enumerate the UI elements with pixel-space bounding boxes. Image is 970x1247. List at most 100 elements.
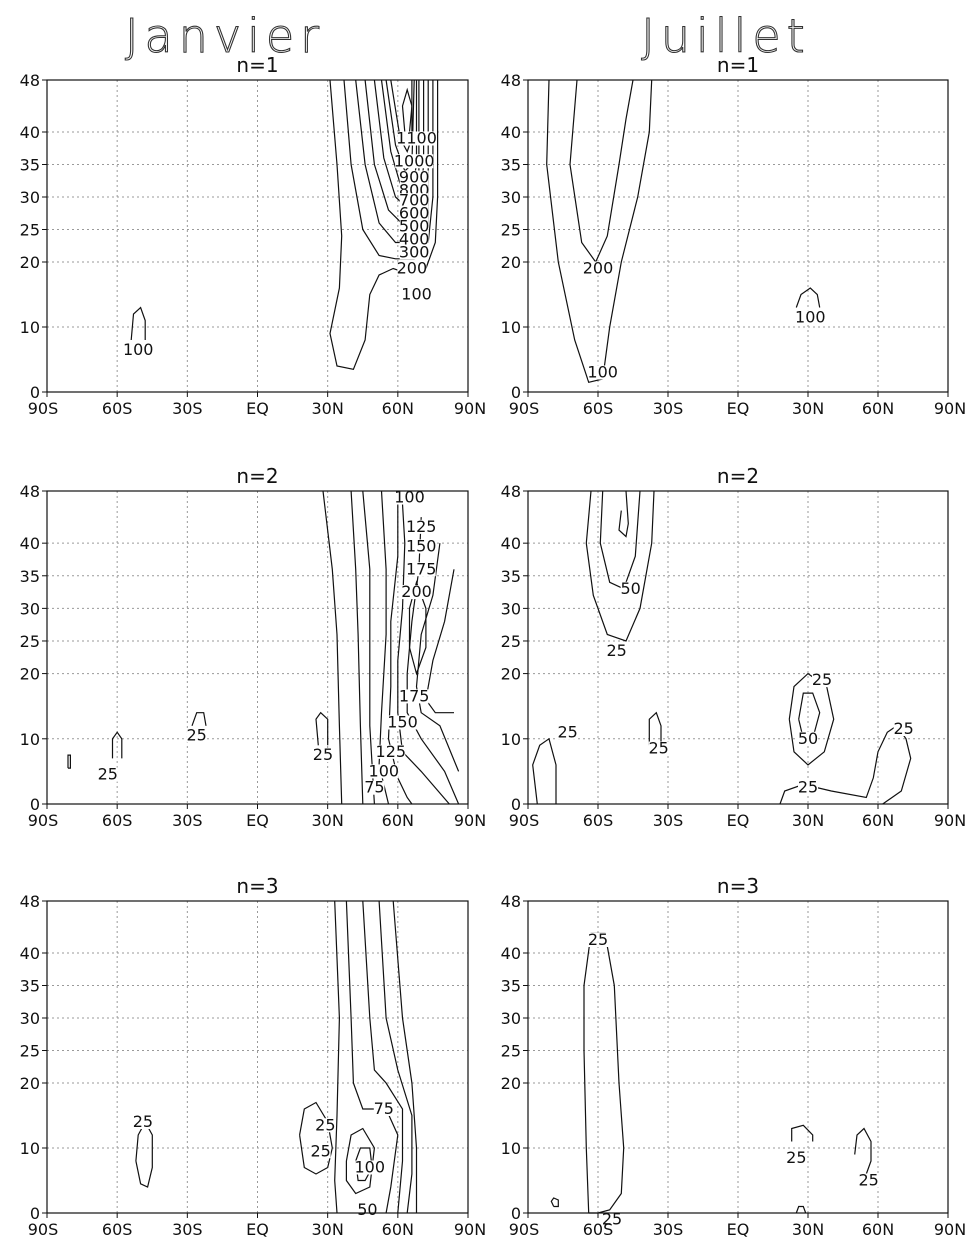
x-tick-label: EQ (246, 1220, 269, 1239)
x-tick-label: 60S (102, 811, 133, 830)
x-tick-label: 30S (653, 1220, 684, 1239)
contour-line (648, 711, 662, 746)
contour-label-bg (399, 689, 429, 704)
contour-label-bg (397, 131, 436, 146)
contour-line (329, 79, 439, 370)
contour-label: 200 (397, 259, 428, 278)
y-tick-label: 35 (501, 977, 521, 996)
contour-label-bg (399, 170, 429, 185)
contour-label: 150 (387, 712, 418, 731)
contour-line (392, 900, 418, 1213)
contour-label-bg (123, 342, 153, 357)
contour-label-bg (397, 261, 427, 276)
contour-label: 25 (648, 739, 668, 758)
contour-label: 25 (98, 765, 118, 784)
contour-line (322, 490, 343, 805)
y-tick-label: 35 (20, 567, 40, 586)
heading-juillet: Juillet (641, 9, 810, 63)
contour-line (378, 900, 413, 1214)
panels-grid: 1100100090080070060050040030020010010001… (20, 53, 967, 1239)
y-tick-label: 35 (501, 156, 521, 175)
x-tick-label: 60N (862, 811, 894, 830)
contour-label-bg (355, 1160, 385, 1175)
y-tick-label: 10 (20, 1139, 40, 1158)
x-tick-label: 30S (172, 811, 203, 830)
y-tick-label: 40 (501, 123, 521, 142)
x-tick-label: 30N (792, 1220, 824, 1239)
contour-label-bg (798, 780, 818, 795)
contour-label: 500 (399, 216, 430, 235)
contour-line (415, 543, 460, 772)
y-tick-label: 20 (20, 253, 40, 272)
x-tick-label: 60S (102, 1220, 133, 1239)
contour-line (387, 491, 413, 805)
contour-label: 200 (583, 259, 614, 278)
contour-line (401, 87, 413, 133)
x-tick-label: 30N (792, 811, 824, 830)
contour-label: 25 (588, 930, 608, 949)
x-tick-label: 60S (102, 399, 133, 418)
contour-label: 100 (401, 285, 432, 304)
contour-label: 50 (620, 579, 640, 598)
contour-label-bg (557, 725, 578, 740)
contour-label: 25 (315, 1115, 335, 1134)
panel-title: n=1 (717, 53, 759, 77)
y-tick-label: 25 (501, 221, 521, 240)
panel-title: n=2 (717, 464, 759, 488)
contour-line (362, 490, 375, 805)
panel-title: n=2 (236, 464, 278, 488)
contour-label: 100 (795, 307, 826, 326)
y-tick-label: 20 (501, 1074, 521, 1093)
contour-line (854, 1127, 872, 1175)
contour-label-bg (369, 764, 399, 779)
x-tick-label: 30N (312, 811, 344, 830)
contour-line (67, 754, 71, 769)
y-tick-label: 40 (20, 123, 40, 142)
contour-label: 25 (602, 1210, 622, 1229)
contour-label: 25 (313, 745, 333, 764)
y-tick-label: 10 (501, 730, 521, 749)
contour-label-bg (395, 154, 434, 169)
contour-label-bg (402, 287, 432, 302)
y-tick-label: 48 (501, 71, 521, 90)
contour-label-bg (399, 245, 429, 260)
contour-label-bg (364, 780, 385, 795)
contour-label: 200 (401, 582, 432, 601)
x-tick-label: EQ (727, 811, 750, 830)
contour-label: 50 (357, 1200, 377, 1219)
x-tick-label: EQ (246, 399, 269, 418)
y-tick-label: 25 (501, 1042, 521, 1061)
panel-juillet-n1: 200 100 100 0 10 20 25 30 35 40 48 90S 60S 30S EQ 30N 60… (501, 53, 967, 418)
y-tick-label: 0 (30, 383, 40, 402)
y-tick-label: 35 (501, 567, 521, 586)
contour-line (795, 287, 821, 308)
contour-label: 175 (399, 686, 430, 705)
contour-label: 25 (557, 722, 577, 741)
y-tick-label: 48 (501, 482, 521, 501)
contour-label-bg (798, 731, 818, 746)
y-tick-label: 40 (20, 944, 40, 963)
contour-label-bg (373, 1102, 394, 1116)
x-tick-label: 30N (312, 399, 344, 418)
y-tick-label: 25 (501, 632, 521, 651)
contour-line (618, 490, 629, 538)
y-tick-label: 20 (20, 1074, 40, 1093)
contour-label: 900 (399, 168, 430, 187)
contour-label-bg (132, 1115, 153, 1129)
y-tick-label: 0 (511, 383, 521, 402)
contour-line (397, 503, 450, 805)
panel-janvier-n3: 25 25 75 25 100 50 0 10 20 25 30 35 40 48 90S 60S 30S EQ 3… (20, 874, 487, 1239)
contour-label: 75 (364, 778, 384, 797)
x-tick-label: 30N (792, 399, 824, 418)
contour-label-bg (186, 728, 207, 743)
contour-line (546, 79, 653, 384)
contour-line (791, 1124, 814, 1142)
x-tick-label: 60N (382, 811, 414, 830)
contour-label: 25 (310, 1141, 330, 1160)
contour-label-bg (795, 310, 825, 325)
x-tick-label: 60S (583, 811, 614, 830)
contour-label-bg (786, 1150, 807, 1165)
contour-label: 600 (399, 203, 430, 222)
contour-line (350, 490, 364, 805)
